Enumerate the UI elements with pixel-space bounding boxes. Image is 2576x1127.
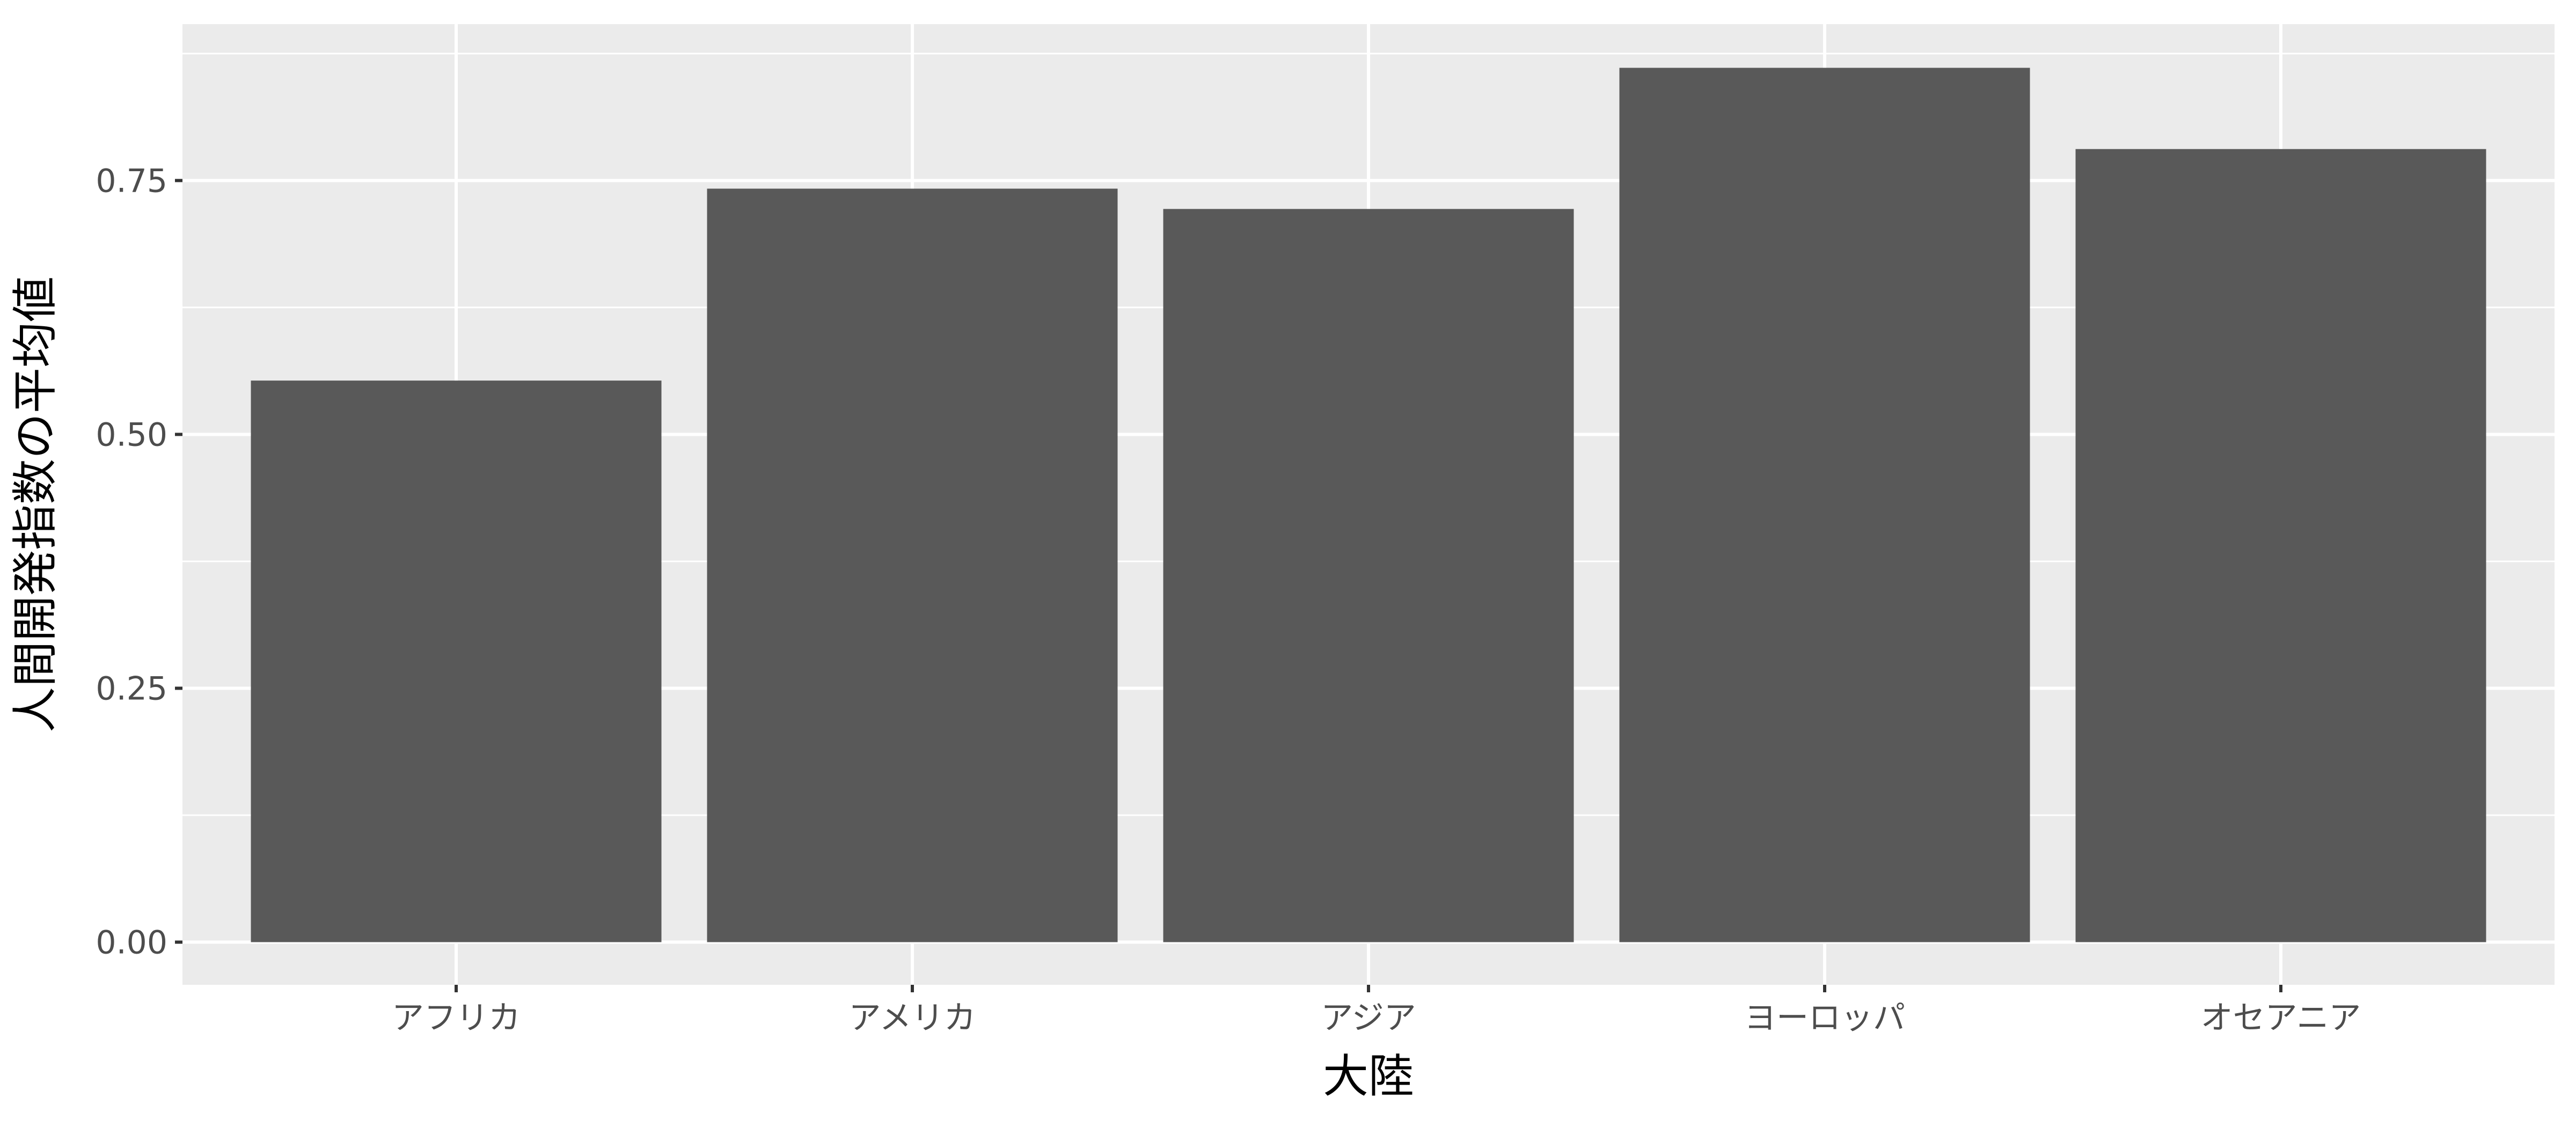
x-axis-ticks: アフリカ アメリカ アジア ヨーロッパ オセアニア bbox=[392, 985, 2361, 1037]
bar-1 bbox=[251, 380, 662, 942]
bar-4 bbox=[1619, 68, 2030, 942]
bar-3 bbox=[1163, 209, 1574, 942]
y-axis-title: 人間開発指数の平均値 bbox=[9, 276, 62, 733]
x-tick-label: アフリカ bbox=[392, 999, 521, 1037]
bars bbox=[251, 68, 2486, 942]
y-tick-label: 0.50 bbox=[96, 416, 167, 453]
x-tick-label: アメリカ bbox=[849, 999, 976, 1037]
y-axis-ticks: 0.00 0.25 0.50 0.75 bbox=[96, 162, 182, 962]
bar-5 bbox=[2075, 149, 2486, 942]
x-tick-label: オセアニア bbox=[2201, 999, 2361, 1037]
y-tick-label: 0.75 bbox=[96, 162, 167, 200]
x-tick-label: ヨーロッパ bbox=[1744, 999, 1905, 1037]
x-axis-title: 大陸 bbox=[1323, 1050, 1414, 1103]
y-tick-label: 0.00 bbox=[96, 924, 167, 962]
bar-2 bbox=[707, 188, 1118, 942]
x-tick-label: アジア bbox=[1321, 999, 1416, 1037]
y-tick-label: 0.25 bbox=[96, 670, 167, 707]
